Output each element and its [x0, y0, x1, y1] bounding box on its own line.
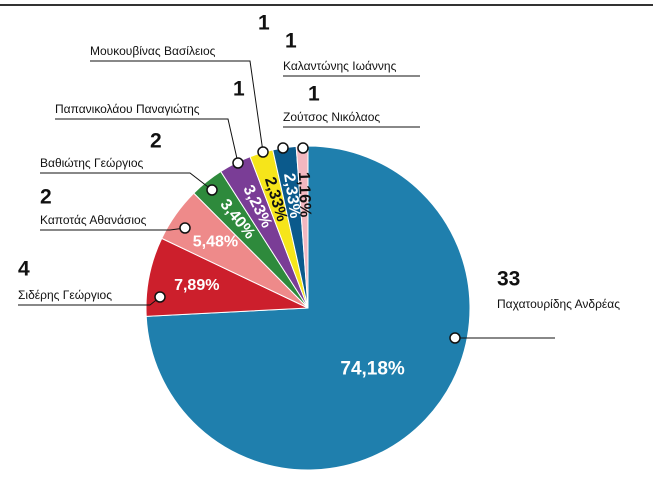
vote-count: 2: [40, 186, 52, 209]
leader-dot: [297, 142, 309, 154]
leader-dot: [154, 291, 166, 303]
leader-line: [40, 172, 213, 191]
vote-count: 2: [150, 130, 162, 153]
candidate-name: Ζούτσος Νικόλαος: [283, 110, 380, 124]
vote-count: 1: [308, 83, 320, 106]
vote-count: 1: [233, 78, 245, 101]
percent-label: 74,18%: [340, 358, 405, 379]
candidate-name: Παπανικολάου Παναγιώτης: [55, 102, 200, 116]
leader-dot: [257, 146, 269, 158]
candidate-name: Μουκουβίνας Βασίλειος: [90, 44, 216, 58]
candidate-name: Βαθιώτης Γεώργιος: [40, 156, 144, 170]
leader-dot: [232, 157, 244, 169]
leader-line: [90, 60, 264, 153]
leader-dot: [179, 222, 191, 234]
percent-label: 7,89%: [174, 277, 219, 294]
leader-dot: [206, 184, 218, 196]
percent-label: 5,48%: [193, 234, 238, 251]
percent-label: 1,16%: [295, 172, 314, 218]
candidate-name: Καλαντώνης Ιωάννης: [283, 59, 397, 73]
leader-line: [55, 118, 239, 164]
leader-dot: [449, 332, 461, 344]
candidate-name: Καποτάς Αθανάσιος: [40, 213, 147, 227]
vote-count: 4: [18, 258, 30, 281]
vote-count: 1: [258, 12, 270, 35]
leader-dot: [277, 142, 289, 154]
candidate-name: Σιδέρης Γεώργιος: [18, 288, 112, 302]
candidate-name: Παχατουρίδης Ανδρέας: [497, 297, 620, 311]
vote-count: 33: [497, 268, 520, 291]
leader-line: [40, 227, 186, 231]
percent-label: 2,33%: [280, 172, 303, 219]
vote-count: 1: [285, 30, 297, 53]
